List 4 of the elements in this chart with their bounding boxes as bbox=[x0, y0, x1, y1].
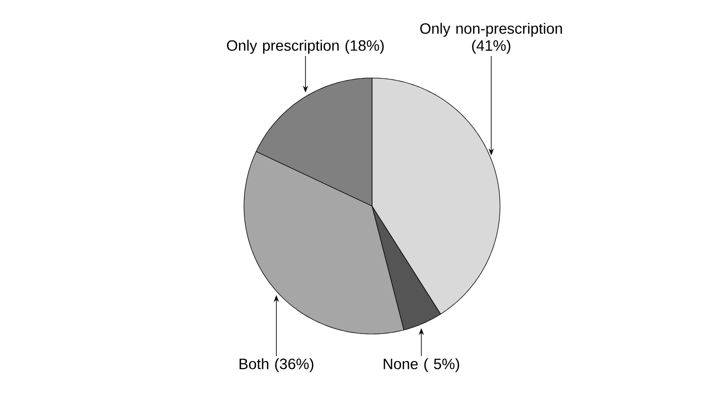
slice-label: None ( 5%) bbox=[384, 358, 460, 372]
slice-label: Only prescription (18%) bbox=[226, 40, 384, 54]
slice-label: Both (36%) bbox=[240, 358, 314, 372]
slice-label: Only non-prescription (41%) bbox=[420, 22, 562, 54]
